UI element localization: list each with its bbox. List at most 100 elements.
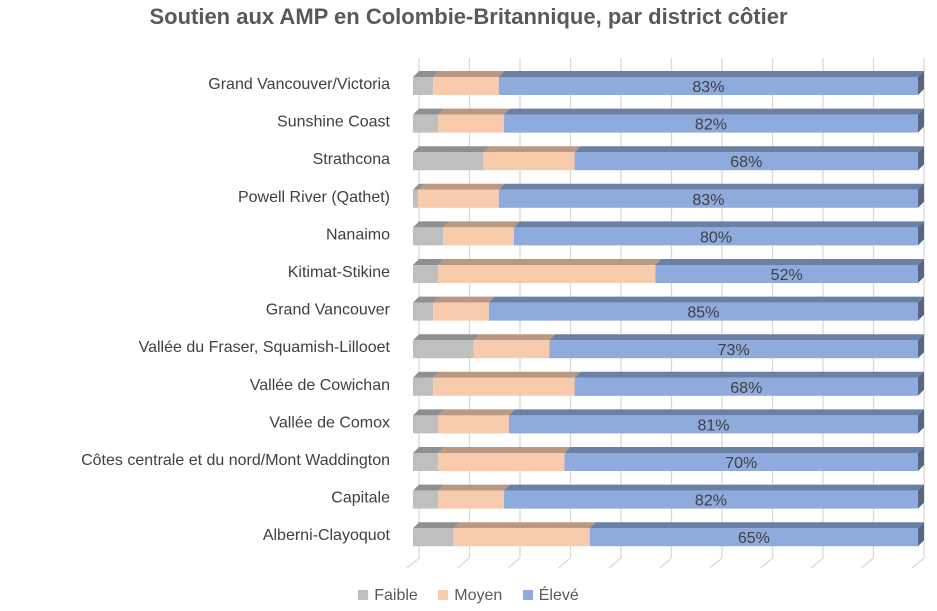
category-label: Alberni-Clayoquot [263,527,391,544]
bar-segment-faible [413,528,454,547]
bar-top-faible [413,71,440,77]
bar-top-élevé [564,447,924,453]
legend-item-moyen: Moyen [438,587,502,605]
gridline-floor [659,557,672,569]
legend-label: Élevé [538,587,579,604]
bar-top-faible [413,484,445,491]
bar-segment-moyen [438,265,656,283]
data-label: 82% [695,117,727,134]
bar-side [918,146,924,171]
bar-segment-faible [413,189,419,208]
legend-label: Faible [374,587,418,604]
bar-side [918,183,924,208]
data-label: 68% [730,154,762,171]
bar-segment-élevé [574,152,918,171]
bar-top-élevé [503,484,924,491]
gridline-floor [709,557,723,569]
bar-top-moyen [433,71,505,77]
bar-side [918,221,924,246]
chart-title: Soutien aux AMP en Colombie-Britannique,… [149,4,788,29]
category-label: Sunshine Coast [277,114,391,131]
bar-side [918,259,924,283]
bar-segment-moyen [438,415,509,434]
bar-segment-moyen [418,189,499,208]
bar-segment-moyen [433,377,575,396]
bar-segment-élevé [564,453,918,471]
bar-top-faible [413,183,425,190]
legend-label: Moyen [454,587,503,604]
bar-side [918,484,924,509]
bar-segment-moyen [453,528,590,547]
data-label: 85% [687,305,719,322]
bar-side [918,522,924,547]
data-label: 68% [730,380,762,397]
category-label: Strathcona [313,151,390,168]
bar-top-élevé [498,183,924,190]
bar-top-élevé [488,296,924,303]
bar-segment-élevé [514,227,918,246]
data-label: 65% [738,530,770,547]
bar-top-élevé [508,409,924,416]
bar-top-élevé [549,334,924,341]
bar-side [918,108,924,133]
data-label: 52% [771,267,803,284]
bar-top-élevé [514,221,924,228]
bar-top-élevé [574,371,924,378]
bar-top-moyen [418,183,505,190]
category-label: Vallée de Cowichan [250,377,390,394]
bar-segment-faible [413,114,439,133]
legend-swatch [438,590,449,600]
gridline-floor [406,557,420,569]
bar-top-élevé [655,259,924,265]
bar-segment-moyen [473,340,550,359]
bar-segment-moyen [438,490,504,509]
bar-top-moyen [433,296,495,303]
bar-side [918,371,924,396]
bar-top-faible [413,221,450,228]
bar-segment-élevé [503,490,918,509]
bar-top-moyen [453,522,596,529]
category-label: Nanaimo [326,226,390,243]
category-label: Grand Vancouver [266,302,391,319]
gridline-floor [608,557,622,569]
bar-segment-faible [413,490,439,509]
bar-segment-élevé [498,189,918,208]
bar-top-moyen [433,371,581,378]
gridline-floor [558,557,571,569]
bar-segment-faible [413,302,434,321]
gridline-floor [507,557,521,569]
gridline-floor [760,557,773,569]
bar-top-faible [413,334,480,341]
bar-top-faible [413,522,460,529]
bar-segment-moyen [443,227,514,246]
data-label: 83% [692,79,724,96]
bar-segment-élevé [508,415,918,434]
bar-segment-moyen [433,77,499,95]
bar-segment-moyen [438,114,504,133]
category-label: Kitimat-Stikine [288,264,390,281]
bar-top-moyen [438,108,510,115]
bar-segment-élevé [655,265,918,283]
data-label: 81% [697,417,729,434]
bar-side [918,447,924,471]
bar-top-élevé [498,71,924,77]
legend-item-faible: Faible [358,587,418,605]
category-label: Grand Vancouver/Victoria [208,76,390,93]
bar-top-moyen [483,146,581,153]
bar-segment-élevé [549,340,918,359]
bar-segment-élevé [498,77,918,95]
bar-side [918,409,924,434]
bar-segment-faible [413,77,434,95]
bar-segment-faible [413,152,484,171]
legend-swatch [358,590,369,600]
bar-segment-faible [413,227,444,246]
bar-top-élevé [503,108,924,115]
data-label: 80% [700,229,732,246]
data-label: 73% [718,342,750,359]
bar-top-faible [413,296,440,303]
bar-segment-faible [413,453,439,471]
bar-top-faible [413,447,445,453]
bar-segment-élevé [488,302,918,321]
bar-side [918,334,924,359]
category-label: Côtes centrale et du nord/Mont Waddingto… [81,452,390,469]
